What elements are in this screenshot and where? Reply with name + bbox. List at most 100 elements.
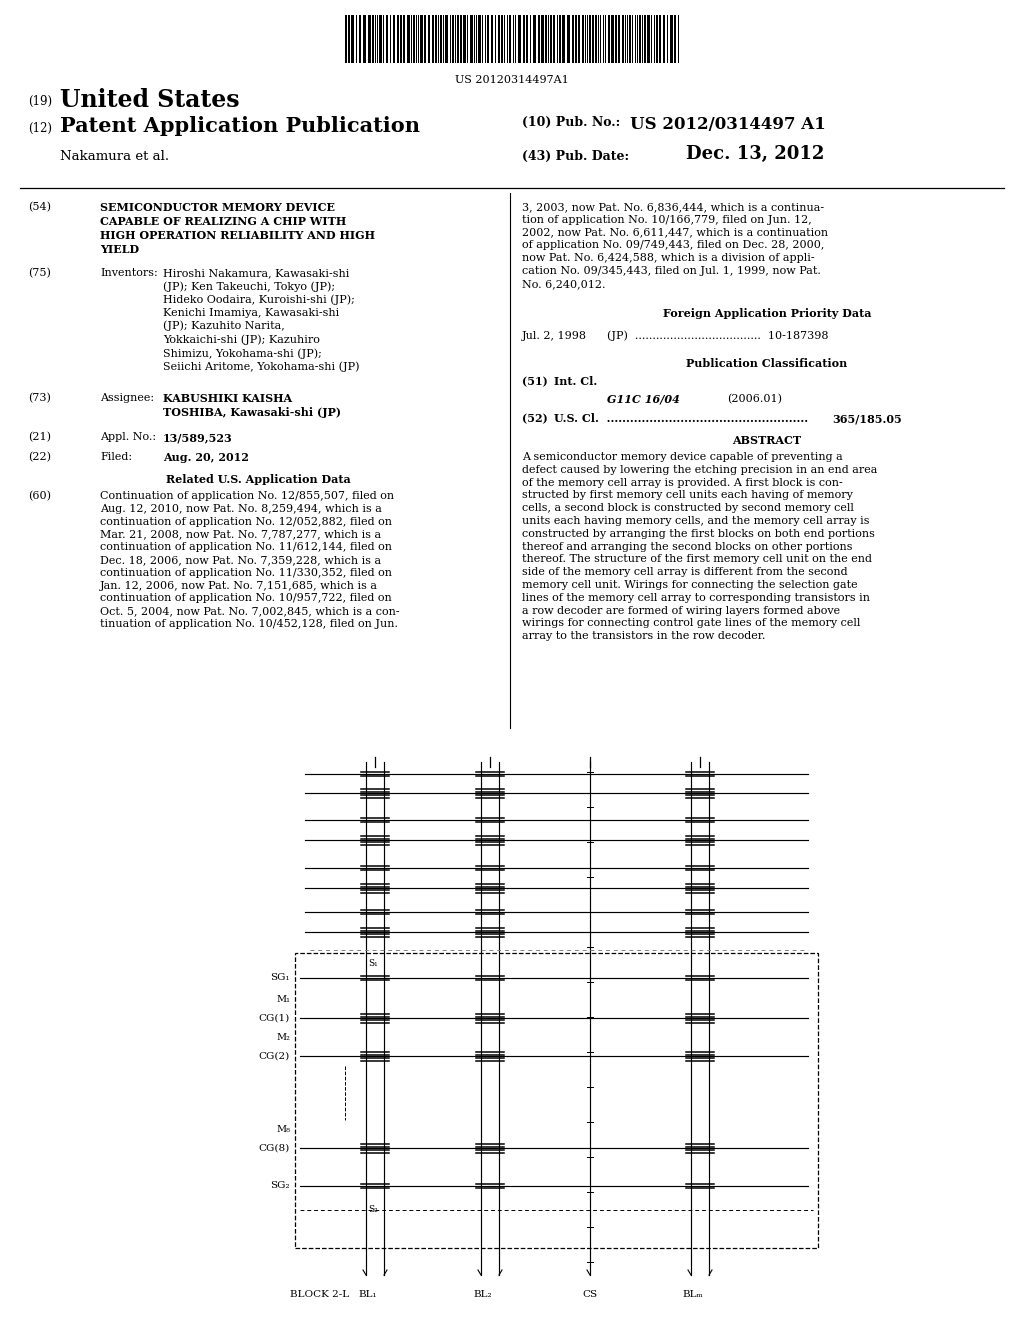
Text: CG(2): CG(2) (259, 1052, 290, 1060)
Bar (572, 15, 574, 63)
Bar (559, 15, 561, 63)
Bar (445, 15, 449, 63)
Text: Filed:: Filed: (100, 451, 132, 462)
Text: M₂: M₂ (276, 1034, 290, 1043)
Bar (518, 15, 521, 63)
Text: SEMICONDUCTOR MEMORY DEVICE
CAPABLE OF REALIZING A CHIP WITH
HIGH OPERATION RELI: SEMICONDUCTOR MEMORY DEVICE CAPABLE OF R… (100, 202, 375, 256)
Bar (490, 15, 493, 63)
Bar (407, 15, 410, 63)
Bar (460, 15, 462, 63)
Bar (295, 953, 818, 1247)
Bar (501, 15, 503, 63)
Bar (386, 15, 388, 63)
Text: KABUSHIKI KAISHA
TOSHIBA, Kawasaki-shi (JP): KABUSHIKI KAISHA TOSHIBA, Kawasaki-shi (… (163, 393, 341, 418)
Bar (498, 15, 500, 63)
Text: BL₂: BL₂ (474, 1290, 493, 1299)
Bar (639, 15, 641, 63)
Bar (562, 15, 565, 63)
Bar (345, 15, 347, 63)
Text: (73): (73) (28, 393, 51, 404)
Bar (622, 15, 624, 63)
Text: Int. Cl.: Int. Cl. (554, 376, 597, 387)
Text: (54): (54) (28, 202, 51, 213)
Text: (52): (52) (522, 413, 548, 424)
Bar (435, 15, 437, 63)
Bar (538, 15, 540, 63)
Bar (362, 15, 366, 63)
Bar (413, 15, 415, 63)
Bar (611, 15, 614, 63)
Bar (432, 15, 434, 63)
Bar (575, 15, 577, 63)
Text: CG(1): CG(1) (259, 1014, 290, 1023)
Bar (545, 15, 547, 63)
Text: (10) Pub. No.:: (10) Pub. No.: (522, 116, 621, 129)
Bar (526, 15, 528, 63)
Text: Related U.S. Application Data: Related U.S. Application Data (166, 474, 350, 484)
Bar (487, 15, 489, 63)
Bar (372, 15, 374, 63)
Bar (424, 15, 426, 63)
Bar (470, 15, 473, 63)
Bar (656, 15, 658, 63)
Bar (509, 15, 511, 63)
Text: Publication Classification: Publication Classification (686, 358, 848, 370)
Text: 365/185.05: 365/185.05 (831, 413, 902, 424)
Bar (397, 15, 399, 63)
Bar (440, 15, 442, 63)
Bar (618, 15, 620, 63)
Bar (578, 15, 580, 63)
Bar (592, 15, 594, 63)
Bar (379, 15, 382, 63)
Bar (534, 15, 536, 63)
Text: BLOCK 2-L: BLOCK 2-L (290, 1290, 349, 1299)
Text: (51): (51) (522, 376, 548, 387)
Text: BLₘ: BLₘ (683, 1290, 703, 1299)
Text: Nakamura et al.: Nakamura et al. (60, 150, 169, 162)
Bar (463, 15, 466, 63)
Text: S₂: S₂ (368, 1204, 378, 1213)
Text: A semiconductor memory device capable of preventing a
defect caused by lowering : A semiconductor memory device capable of… (522, 451, 878, 642)
Bar (647, 15, 650, 63)
Bar (351, 15, 354, 63)
Text: (43) Pub. Date:: (43) Pub. Date: (522, 150, 629, 162)
Bar (393, 15, 395, 63)
Text: (21): (21) (28, 432, 51, 442)
Text: Dec. 13, 2012: Dec. 13, 2012 (686, 145, 824, 162)
Text: U.S. Cl.  ....................................................: U.S. Cl. ...............................… (554, 413, 808, 424)
Bar (541, 15, 544, 63)
Text: US 20120314497A1: US 20120314497A1 (455, 75, 569, 84)
Text: (2006.01): (2006.01) (727, 393, 782, 404)
Bar (670, 15, 673, 63)
Bar (589, 15, 591, 63)
Bar (615, 15, 617, 63)
Text: M₁: M₁ (276, 994, 290, 1003)
Text: BL₁: BL₁ (358, 1290, 377, 1299)
Text: (75): (75) (28, 268, 51, 279)
Bar (550, 15, 552, 63)
Bar (403, 15, 406, 63)
Bar (553, 15, 555, 63)
Bar (595, 15, 597, 63)
Text: 3, 2003, now Pat. No. 6,836,444, which is a continua-
tion of application No. 10: 3, 2003, now Pat. No. 6,836,444, which i… (522, 202, 828, 289)
Text: (60): (60) (28, 491, 51, 502)
Bar (457, 15, 459, 63)
Bar (478, 15, 481, 63)
Bar (582, 15, 584, 63)
Text: Foreign Application Priority Data: Foreign Application Priority Data (663, 308, 871, 319)
Bar (359, 15, 361, 63)
Text: SG₂: SG₂ (270, 1181, 290, 1191)
Text: G11C 16/04: G11C 16/04 (607, 393, 680, 405)
Bar (368, 15, 371, 63)
Text: CS: CS (583, 1290, 598, 1299)
Bar (567, 15, 570, 63)
Text: Appl. No.:: Appl. No.: (100, 432, 156, 442)
Text: M₈: M₈ (276, 1126, 290, 1134)
Text: SG₁: SG₁ (270, 974, 290, 982)
Text: Assignee:: Assignee: (100, 393, 155, 403)
Bar (523, 15, 525, 63)
Text: CG(8): CG(8) (259, 1143, 290, 1152)
Text: Jul. 2, 1998      (JP)  ....................................  10-187398: Jul. 2, 1998 (JP) ......................… (522, 330, 829, 341)
Bar (400, 15, 402, 63)
Text: Continuation of application No. 12/855,507, filed on
Aug. 12, 2010, now Pat. No.: Continuation of application No. 12/855,5… (100, 491, 399, 630)
